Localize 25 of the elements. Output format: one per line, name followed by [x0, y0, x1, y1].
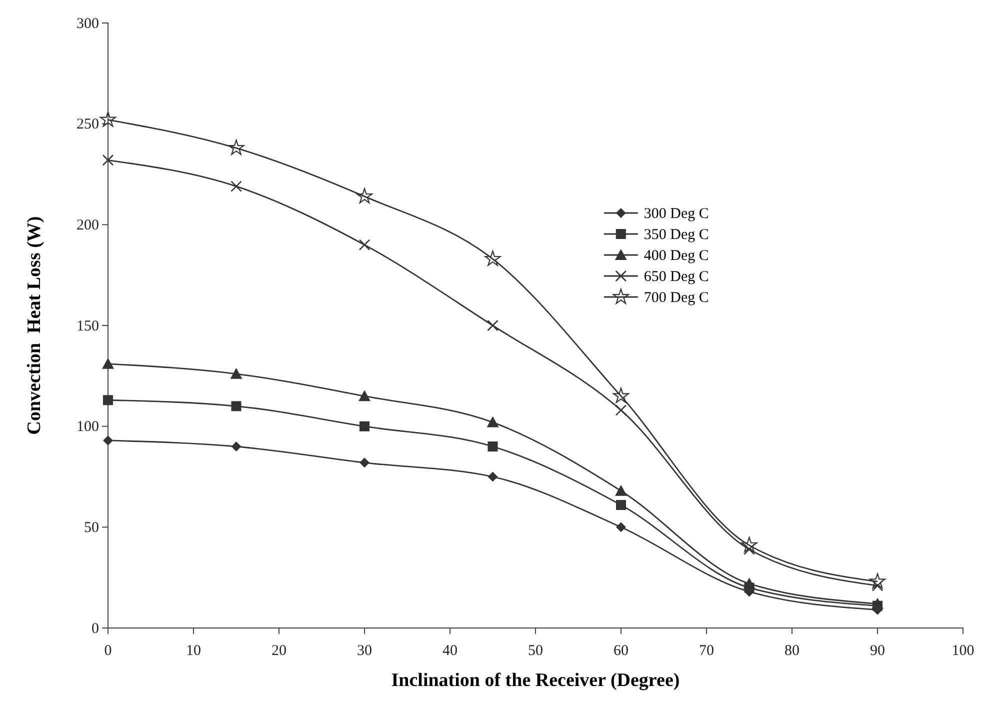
- legend-label: 350 Deg C: [644, 227, 709, 243]
- x-tick-label: 20: [272, 643, 286, 659]
- x-tick-label: 100: [952, 643, 974, 659]
- x-tick-label: 30: [357, 643, 372, 659]
- x-tick-label: 50: [528, 643, 543, 659]
- x-axis-title: Inclination of the Receiver (Degree): [391, 670, 680, 691]
- legend-label: 700 Deg C: [644, 290, 709, 306]
- x-tick-label: 70: [699, 643, 714, 659]
- x-tick-label: 90: [870, 643, 885, 659]
- y-tick-label: 0: [92, 620, 99, 637]
- x-tick-label: 10: [186, 643, 201, 659]
- legend-label: 400 Deg C: [644, 248, 709, 264]
- y-axis-title: Convection Heat Loss (W): [24, 216, 45, 435]
- y-tick-label: 150: [76, 318, 99, 334]
- y-tick-label: 250: [76, 116, 99, 133]
- y-tick-label: 200: [76, 217, 99, 234]
- x-tick-label: 60: [614, 643, 628, 659]
- legend-label: 300 Deg C: [644, 206, 709, 222]
- y-tick-label: 300: [76, 16, 99, 32]
- x-tick-label: 80: [784, 643, 800, 659]
- legend-label: 650 Deg C: [644, 269, 709, 285]
- x-tick-label: 40: [442, 643, 458, 659]
- y-tick-label: 100: [76, 419, 99, 436]
- x-tick-label: 0: [104, 643, 112, 659]
- y-tick-label: 50: [84, 520, 99, 536]
